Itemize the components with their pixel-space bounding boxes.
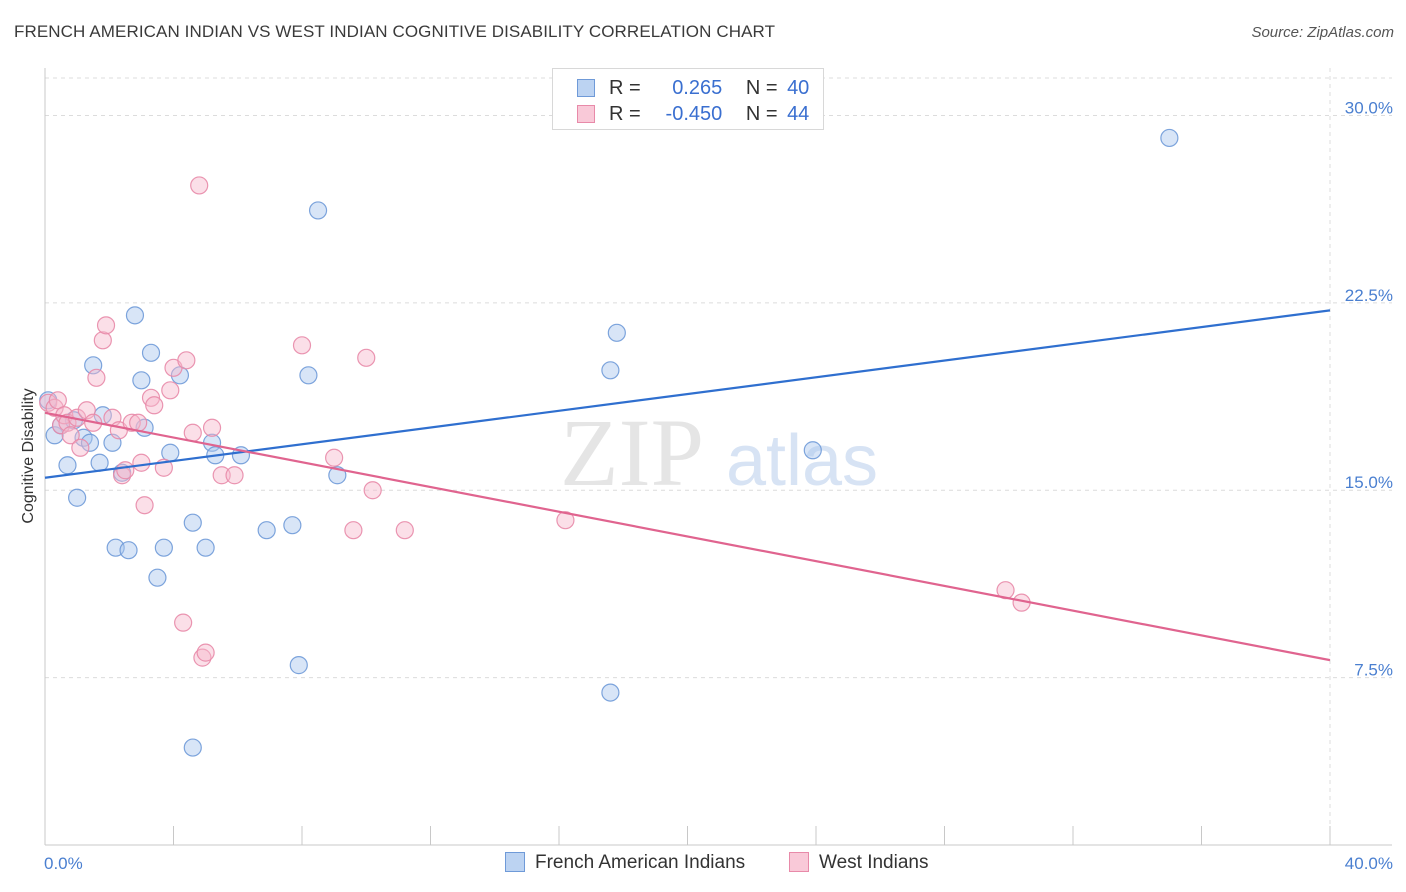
legend-r-value-pink: -0.450 bbox=[665, 103, 723, 125]
series-legend: French American Indians West Indians bbox=[0, 852, 1406, 878]
y-tick-label: 7.5% bbox=[1354, 661, 1393, 680]
data-point bbox=[225, 466, 244, 485]
tick-labels: 7.5% 15.0% 22.5% 30.0% 0.0% 40.0% bbox=[44, 98, 1393, 873]
data-point bbox=[61, 426, 80, 445]
data-point bbox=[601, 683, 620, 702]
data-point bbox=[196, 643, 215, 662]
data-point bbox=[68, 488, 87, 507]
chart-title: FRENCH AMERICAN INDIAN VS WEST INDIAN CO… bbox=[14, 22, 776, 41]
data-point bbox=[803, 441, 822, 460]
data-point bbox=[71, 438, 90, 457]
legend-row-blue: R = 0.265 N = 40 bbox=[577, 77, 809, 99]
legend-swatch-blue bbox=[505, 852, 525, 872]
data-point bbox=[170, 366, 190, 385]
data-point bbox=[96, 316, 116, 335]
legend-r-value-blue: 0.265 bbox=[672, 77, 723, 99]
data-point bbox=[328, 466, 347, 485]
data-point bbox=[135, 496, 154, 515]
legend-label-west-indians: West Indians bbox=[819, 852, 929, 873]
data-point bbox=[193, 648, 212, 667]
data-point bbox=[177, 351, 196, 370]
series-west-indians bbox=[39, 176, 1031, 667]
data-point bbox=[325, 448, 344, 467]
data-point bbox=[212, 466, 231, 485]
data-point bbox=[80, 433, 100, 452]
data-point bbox=[93, 331, 112, 350]
legend-n-value-blue: 40 bbox=[787, 77, 810, 99]
data-point bbox=[145, 396, 164, 415]
y-tick-label: 15.0% bbox=[1345, 473, 1393, 492]
watermark: ZIP atlas bbox=[560, 399, 878, 506]
data-point bbox=[607, 323, 626, 342]
data-point bbox=[48, 391, 67, 410]
data-point bbox=[257, 521, 276, 540]
data-point bbox=[148, 568, 167, 587]
y-axis-label: Cognitive Disability bbox=[20, 388, 37, 523]
legend-swatch-pink bbox=[577, 105, 595, 123]
grid-lines bbox=[45, 68, 1392, 845]
data-point bbox=[183, 423, 202, 442]
data-point bbox=[132, 453, 151, 472]
data-point bbox=[190, 176, 209, 195]
axes bbox=[44, 68, 1392, 846]
trend-line bbox=[44, 309, 1331, 479]
data-point bbox=[45, 426, 64, 445]
data-point bbox=[289, 656, 308, 675]
legend-swatch-blue bbox=[577, 79, 595, 97]
y-tick-label: 22.5% bbox=[1345, 286, 1393, 305]
watermark-atlas: atlas bbox=[726, 421, 878, 501]
data-point bbox=[344, 521, 363, 540]
data-point bbox=[357, 348, 376, 367]
legend-n-label: N = bbox=[745, 77, 778, 99]
data-point bbox=[119, 541, 138, 560]
data-point bbox=[601, 361, 620, 380]
data-point bbox=[183, 513, 202, 532]
y-tick-label: 30.0% bbox=[1345, 98, 1393, 117]
data-point bbox=[161, 381, 180, 400]
data-point bbox=[1160, 128, 1179, 148]
legend-r-label: R = bbox=[609, 103, 641, 125]
data-point bbox=[174, 613, 193, 632]
data-point bbox=[87, 368, 106, 387]
data-point bbox=[154, 538, 173, 557]
data-point bbox=[202, 418, 222, 437]
legend-item-west-indians[interactable]: West Indians bbox=[789, 852, 928, 874]
x-tick-label: 40.0% bbox=[1345, 854, 1393, 873]
data-point bbox=[299, 366, 318, 385]
data-point bbox=[116, 461, 135, 480]
data-point bbox=[556, 511, 575, 530]
data-point bbox=[132, 371, 151, 390]
trend-line bbox=[44, 411, 1331, 662]
legend-swatch-pink bbox=[789, 852, 809, 872]
legend-n-label: N = bbox=[745, 103, 778, 125]
data-point bbox=[292, 336, 312, 355]
data-point bbox=[58, 456, 77, 475]
data-point bbox=[283, 516, 302, 535]
legend-r-label: R = bbox=[609, 77, 641, 99]
data-point bbox=[308, 201, 328, 220]
data-point bbox=[183, 738, 202, 757]
data-point bbox=[125, 306, 145, 325]
source-label: Source: ZipAtlas.com bbox=[1251, 24, 1394, 41]
correlation-legend: R = 0.265 N = 40 R = -0.450 N = 44 bbox=[552, 68, 824, 130]
x-tick-label: 0.0% bbox=[44, 854, 83, 873]
legend-item-french-american-indians[interactable]: French American Indians bbox=[505, 852, 745, 874]
data-point bbox=[363, 481, 382, 500]
data-point bbox=[395, 521, 414, 540]
legend-row-pink: R = -0.450 N = 44 bbox=[577, 103, 809, 125]
legend-n-value-pink: 44 bbox=[787, 103, 810, 125]
data-point bbox=[90, 453, 109, 472]
data-point bbox=[141, 343, 161, 362]
watermark-zip: ZIP bbox=[560, 399, 704, 506]
data-point bbox=[196, 538, 215, 557]
trend-lines bbox=[44, 309, 1331, 662]
legend-label-french-american-indians: French American Indians bbox=[535, 852, 746, 873]
data-point bbox=[122, 413, 141, 432]
series-french-american-indians bbox=[39, 128, 1179, 757]
